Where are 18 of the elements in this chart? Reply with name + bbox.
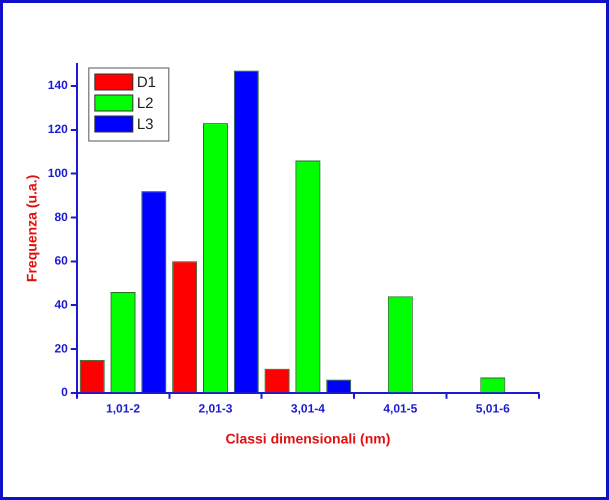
y-tick-label: 100 (48, 166, 68, 180)
legend-label: L2 (136, 95, 154, 112)
y-tick-label: 120 (48, 122, 68, 136)
y-tick-label: 20 (54, 341, 68, 356)
y-tick-label: 40 (54, 297, 68, 312)
x-tick-label: 5,01-6 (476, 401, 510, 416)
x-tick-label: 3,01-4 (290, 401, 326, 416)
y-tick-label: 140 (48, 78, 68, 92)
y-tick-label: 80 (54, 210, 68, 224)
y-tick-label: 0 (61, 385, 68, 400)
x-tick-label: 4,01-5 (383, 401, 418, 416)
x-tick-label: 2,01-3 (198, 401, 233, 416)
x-axis-title: Classi dimensionali (nm) (225, 430, 390, 446)
legend-label: L3 (136, 116, 154, 134)
x-tick-label: 1,01-2 (106, 401, 140, 416)
y-axis-title: Frequenza (u.a.) (23, 174, 40, 282)
legend-label: D1 (136, 74, 156, 92)
y-tick-label: 60 (54, 254, 68, 268)
